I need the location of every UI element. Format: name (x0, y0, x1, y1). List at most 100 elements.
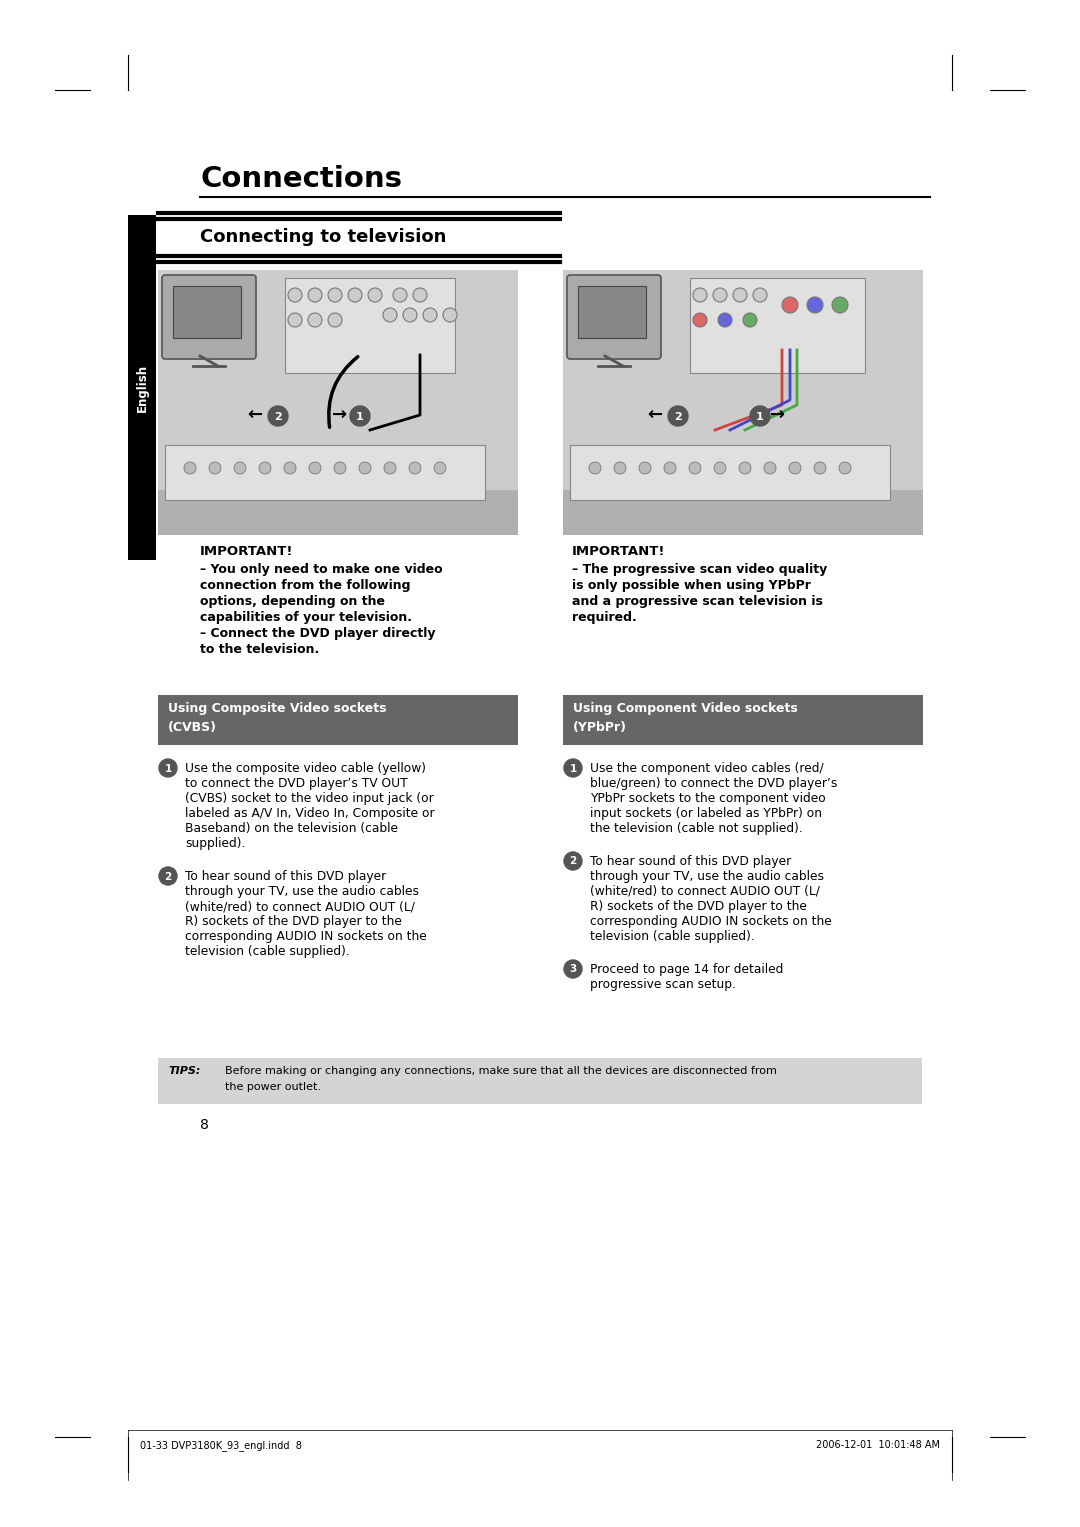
Text: corresponding AUDIO IN sockets on the: corresponding AUDIO IN sockets on the (185, 930, 427, 944)
Text: the power outlet.: the power outlet. (225, 1083, 321, 1092)
Text: 01-33 DVP3180K_93_engl.indd  8: 01-33 DVP3180K_93_engl.indd 8 (140, 1440, 302, 1451)
Circle shape (409, 463, 421, 473)
Text: →: → (770, 406, 785, 425)
Text: Use the composite video cable (yellow): Use the composite video cable (yellow) (185, 762, 426, 776)
Text: (CVBS) socket to the video input jack (or: (CVBS) socket to the video input jack (o… (185, 793, 434, 805)
Circle shape (639, 463, 651, 473)
Text: (CVBS): (CVBS) (168, 721, 217, 734)
Circle shape (782, 296, 798, 313)
Circle shape (328, 289, 342, 302)
Circle shape (383, 308, 397, 322)
Text: To hear sound of this DVD player: To hear sound of this DVD player (590, 855, 792, 867)
Text: (YPbPr): (YPbPr) (573, 721, 627, 734)
Text: R) sockets of the DVD player to the: R) sockets of the DVD player to the (590, 899, 807, 913)
Circle shape (689, 463, 701, 473)
Text: 1: 1 (569, 764, 577, 774)
Text: 1: 1 (356, 412, 364, 421)
Text: – You only need to make one video: – You only need to make one video (200, 563, 443, 576)
Circle shape (259, 463, 271, 473)
FancyBboxPatch shape (129, 215, 156, 560)
Circle shape (693, 313, 707, 327)
Text: Use the component video cables (red/: Use the component video cables (red/ (590, 762, 824, 776)
Text: 2: 2 (274, 412, 282, 421)
FancyBboxPatch shape (570, 444, 890, 499)
Text: is only possible when using YPbPr: is only possible when using YPbPr (572, 579, 811, 592)
Text: through your TV, use the audio cables: through your TV, use the audio cables (185, 886, 419, 898)
FancyBboxPatch shape (563, 695, 923, 745)
FancyBboxPatch shape (173, 286, 241, 337)
Circle shape (807, 296, 823, 313)
Text: to the television.: to the television. (200, 643, 320, 657)
Text: 2: 2 (674, 412, 681, 421)
Circle shape (718, 313, 732, 327)
FancyBboxPatch shape (165, 444, 485, 499)
Text: ←: ← (247, 406, 262, 425)
FancyBboxPatch shape (690, 278, 865, 373)
FancyBboxPatch shape (158, 270, 518, 534)
Text: 2006-12-01  10:01:48 AM: 2006-12-01 10:01:48 AM (816, 1440, 940, 1451)
Text: options, depending on the: options, depending on the (200, 596, 384, 608)
Circle shape (714, 463, 726, 473)
FancyBboxPatch shape (158, 695, 518, 745)
Text: input sockets (or labeled as YPbPr) on: input sockets (or labeled as YPbPr) on (590, 806, 822, 820)
Circle shape (288, 289, 302, 302)
Text: and a progressive scan television is: and a progressive scan television is (572, 596, 823, 608)
Text: blue/green) to connect the DVD player’s: blue/green) to connect the DVD player’s (590, 777, 837, 789)
Text: 3: 3 (569, 965, 577, 974)
Circle shape (739, 463, 751, 473)
Circle shape (268, 406, 288, 426)
Circle shape (443, 308, 457, 322)
Circle shape (334, 463, 346, 473)
Circle shape (564, 960, 582, 977)
Text: television (cable supplied).: television (cable supplied). (590, 930, 755, 944)
Text: through your TV, use the audio cables: through your TV, use the audio cables (590, 870, 824, 883)
Text: television (cable supplied).: television (cable supplied). (185, 945, 350, 957)
Circle shape (210, 463, 221, 473)
Circle shape (359, 463, 372, 473)
Circle shape (764, 463, 777, 473)
Circle shape (434, 463, 446, 473)
Circle shape (309, 463, 321, 473)
Circle shape (669, 406, 688, 426)
Text: supplied).: supplied). (185, 837, 245, 851)
FancyBboxPatch shape (162, 275, 256, 359)
FancyBboxPatch shape (567, 275, 661, 359)
Circle shape (328, 313, 342, 327)
Text: labeled as A/V In, Video In, Composite or: labeled as A/V In, Video In, Composite o… (185, 806, 434, 820)
Text: To hear sound of this DVD player: To hear sound of this DVD player (185, 870, 387, 883)
Text: 2: 2 (164, 872, 172, 881)
Circle shape (713, 289, 727, 302)
Text: connection from the following: connection from the following (200, 579, 410, 592)
Text: (white/red) to connect AUDIO OUT (L/: (white/red) to connect AUDIO OUT (L/ (185, 899, 415, 913)
Circle shape (789, 463, 801, 473)
Text: Using Component Video sockets: Using Component Video sockets (573, 702, 798, 715)
Text: English: English (135, 363, 149, 412)
Circle shape (308, 289, 322, 302)
Text: capabilities of your television.: capabilities of your television. (200, 611, 411, 625)
Circle shape (750, 406, 770, 426)
Circle shape (753, 289, 767, 302)
Circle shape (288, 313, 302, 327)
Circle shape (393, 289, 407, 302)
Text: to connect the DVD player’s TV OUT: to connect the DVD player’s TV OUT (185, 777, 407, 789)
Text: the television (cable not supplied).: the television (cable not supplied). (590, 822, 802, 835)
Circle shape (348, 289, 362, 302)
Text: Connections: Connections (200, 165, 402, 192)
Circle shape (693, 289, 707, 302)
Circle shape (159, 867, 177, 886)
Circle shape (839, 463, 851, 473)
Text: progressive scan setup.: progressive scan setup. (590, 977, 735, 991)
Circle shape (564, 852, 582, 870)
FancyBboxPatch shape (563, 490, 923, 534)
Circle shape (413, 289, 427, 302)
Text: 1: 1 (756, 412, 764, 421)
Text: – Connect the DVD player directly: – Connect the DVD player directly (200, 628, 435, 640)
Text: corresponding AUDIO IN sockets on the: corresponding AUDIO IN sockets on the (590, 915, 832, 928)
Text: Before making or changing any connections, make sure that all the devices are di: Before making or changing any connection… (225, 1066, 777, 1077)
Text: R) sockets of the DVD player to the: R) sockets of the DVD player to the (185, 915, 402, 928)
Text: 8: 8 (200, 1118, 208, 1132)
Text: IMPORTANT!: IMPORTANT! (572, 545, 665, 557)
Text: Connecting to television: Connecting to television (200, 228, 446, 246)
Circle shape (159, 759, 177, 777)
Text: YPbPr sockets to the component video: YPbPr sockets to the component video (590, 793, 826, 805)
